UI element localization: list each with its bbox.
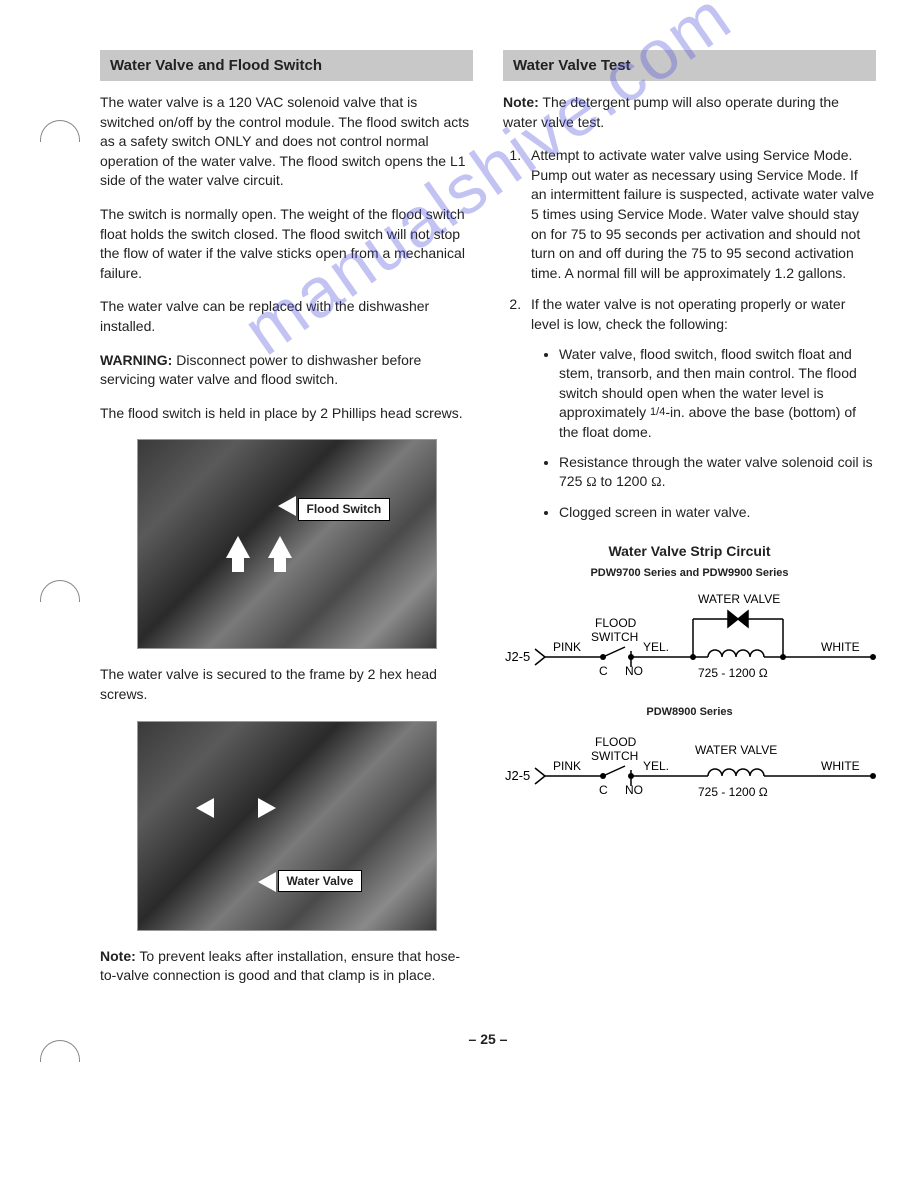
svg-text:725 - 1200 Ω: 725 - 1200 Ω	[698, 666, 768, 680]
photo-callout-label: Water Valve	[278, 870, 363, 893]
circuit-diagram-1: J2-5 PINK FLOOD SWITCH C NO YEL.	[503, 589, 883, 699]
svg-text:NO: NO	[625, 783, 643, 797]
note-label: Note:	[503, 94, 539, 110]
note-paragraph: Note: To prevent leaks after installatio…	[100, 947, 473, 986]
svg-text:725 - 1200 Ω: 725 - 1200 Ω	[698, 785, 768, 799]
section-header-right: Water Valve Test	[503, 50, 876, 81]
arrow-icon	[268, 536, 292, 558]
warning-label: WARNING:	[100, 352, 172, 368]
left-column: Water Valve and Flood Switch The water v…	[100, 50, 473, 1000]
step-text: Attempt to activate water valve using Se…	[531, 147, 874, 281]
svg-text:PINK: PINK	[553, 759, 581, 773]
note-text: To prevent leaks after installation, ens…	[100, 948, 460, 984]
page-number: – 25 –	[100, 1030, 876, 1050]
arrow-icon	[278, 496, 296, 516]
svg-text:FLOOD: FLOOD	[595, 616, 637, 630]
test-steps-list: Attempt to activate water valve using Se…	[503, 146, 876, 522]
paragraph: The switch is normally open. The weight …	[100, 205, 473, 283]
warning-paragraph: WARNING: Disconnect power to dishwasher …	[100, 351, 473, 390]
step-intro: If the water valve is not operating prop…	[531, 296, 845, 332]
svg-text:PINK: PINK	[553, 640, 581, 654]
flood-switch-photo: Flood Switch	[137, 439, 437, 649]
svg-text:WATER VALVE: WATER VALVE	[698, 592, 780, 606]
arrow-icon	[196, 798, 214, 818]
photo-callout-label: Flood Switch	[298, 498, 391, 521]
circuit-diagram-block: Water Valve Strip Circuit PDW9700 Series…	[503, 542, 876, 814]
note-text: The detergent pump will also operate dur…	[503, 94, 839, 130]
list-item: Attempt to activate water valve using Se…	[525, 146, 876, 283]
paragraph: The flood switch is held in place by 2 P…	[100, 404, 473, 424]
circuit-subtitle: PDW9700 Series and PDW9900 Series	[503, 566, 876, 581]
paragraph: The water valve can be replaced with the…	[100, 297, 473, 336]
list-item: Clogged screen in water valve.	[559, 503, 876, 523]
binding-hole	[40, 1040, 80, 1062]
svg-text:WHITE: WHITE	[821, 640, 860, 654]
circuit-subtitle: PDW8900 Series	[503, 705, 876, 720]
arrow-icon	[258, 872, 276, 892]
svg-text:WHITE: WHITE	[821, 759, 860, 773]
section-header-left: Water Valve and Flood Switch	[100, 50, 473, 81]
binding-hole	[40, 580, 80, 602]
paragraph: The water valve is secured to the frame …	[100, 665, 473, 704]
svg-text:C: C	[599, 783, 608, 797]
water-valve-photo: Water Valve	[137, 721, 437, 931]
svg-text:YEL.: YEL.	[643, 759, 669, 773]
arrow-icon	[258, 798, 276, 818]
photo-image: Water Valve	[137, 721, 437, 931]
photo-image: Flood Switch	[137, 439, 437, 649]
arrow-icon	[226, 536, 250, 558]
svg-text:SWITCH: SWITCH	[591, 630, 638, 644]
svg-text:J2-5: J2-5	[505, 649, 530, 664]
svg-text:WATER VALVE: WATER VALVE	[695, 743, 777, 757]
two-column-layout: Water Valve and Flood Switch The water v…	[100, 50, 876, 1000]
svg-text:YEL.: YEL.	[643, 640, 669, 654]
svg-text:NO: NO	[625, 664, 643, 678]
svg-text:FLOOD: FLOOD	[595, 735, 637, 749]
list-item: If the water valve is not operating prop…	[525, 295, 876, 522]
note-label: Note:	[100, 948, 136, 964]
svg-text:J2-5: J2-5	[505, 768, 530, 783]
check-bullets: Water valve, flood switch, flood switch …	[531, 345, 876, 523]
svg-text:C: C	[599, 664, 608, 678]
list-item: Resistance through the water valve solen…	[559, 453, 876, 493]
paragraph: The water valve is a 120 VAC solenoid va…	[100, 93, 473, 191]
circuit-title: Water Valve Strip Circuit	[503, 542, 876, 562]
circuit-diagram-2: J2-5 PINK FLOOD SWITCH C NO YEL. WATER V…	[503, 728, 883, 808]
binding-hole	[40, 120, 80, 142]
note-paragraph: Note: The detergent pump will also opera…	[503, 93, 876, 132]
right-column: Water Valve Test Note: The detergent pum…	[503, 50, 876, 1000]
svg-text:SWITCH: SWITCH	[591, 749, 638, 763]
list-item: Water valve, flood switch, flood switch …	[559, 345, 876, 443]
